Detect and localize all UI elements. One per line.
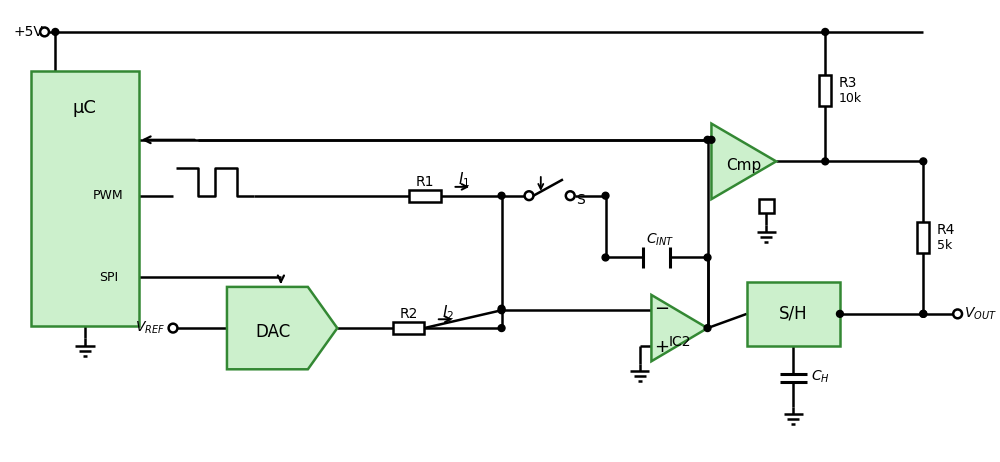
- Text: μC: μC: [73, 99, 97, 117]
- Text: $I_2$: $I_2$: [442, 303, 454, 322]
- Circle shape: [498, 192, 505, 199]
- Circle shape: [704, 136, 711, 143]
- Text: S: S: [576, 193, 585, 207]
- Text: R1: R1: [416, 175, 434, 189]
- Circle shape: [920, 310, 927, 317]
- Circle shape: [920, 310, 927, 317]
- Text: R3: R3: [839, 76, 857, 90]
- Text: $C_{INT}$: $C_{INT}$: [646, 231, 675, 248]
- Circle shape: [836, 310, 843, 317]
- Circle shape: [704, 325, 711, 332]
- Text: 5k: 5k: [937, 239, 952, 252]
- Text: R2: R2: [399, 307, 418, 322]
- Text: Cmp: Cmp: [726, 158, 761, 173]
- Text: DAC: DAC: [255, 323, 291, 341]
- Text: PWM: PWM: [93, 189, 124, 202]
- Bar: [759, 199, 774, 213]
- Circle shape: [498, 305, 505, 312]
- Circle shape: [708, 136, 715, 143]
- Circle shape: [920, 158, 927, 165]
- Circle shape: [602, 254, 609, 261]
- Text: R4: R4: [937, 223, 955, 237]
- Circle shape: [953, 310, 962, 318]
- Text: 10k: 10k: [839, 92, 862, 105]
- Text: +: +: [654, 338, 669, 356]
- Text: S/H: S/H: [779, 305, 808, 323]
- Bar: [393, 322, 424, 334]
- Bar: [31, 71, 139, 326]
- Text: $I_1$: $I_1$: [458, 170, 471, 189]
- Text: $V_{REF}$: $V_{REF}$: [135, 320, 165, 336]
- Circle shape: [169, 324, 177, 333]
- Bar: [917, 222, 929, 253]
- Circle shape: [566, 191, 575, 200]
- Bar: [747, 282, 840, 346]
- Bar: [819, 75, 831, 106]
- Circle shape: [525, 191, 533, 200]
- Circle shape: [822, 158, 829, 165]
- Circle shape: [40, 28, 49, 36]
- Circle shape: [602, 192, 609, 199]
- Bar: [409, 190, 441, 201]
- Text: SPI: SPI: [99, 271, 118, 284]
- Polygon shape: [711, 124, 776, 199]
- Polygon shape: [227, 287, 337, 369]
- Circle shape: [822, 29, 829, 35]
- Circle shape: [52, 29, 59, 35]
- Polygon shape: [651, 295, 708, 361]
- Circle shape: [498, 325, 505, 332]
- Text: −: −: [654, 300, 669, 318]
- Text: +5V: +5V: [13, 25, 43, 39]
- Circle shape: [704, 254, 711, 261]
- Text: $V_{OUT}$: $V_{OUT}$: [964, 306, 997, 322]
- Text: IC2: IC2: [668, 335, 691, 349]
- Circle shape: [498, 307, 505, 314]
- Text: $C_H$: $C_H$: [811, 369, 830, 385]
